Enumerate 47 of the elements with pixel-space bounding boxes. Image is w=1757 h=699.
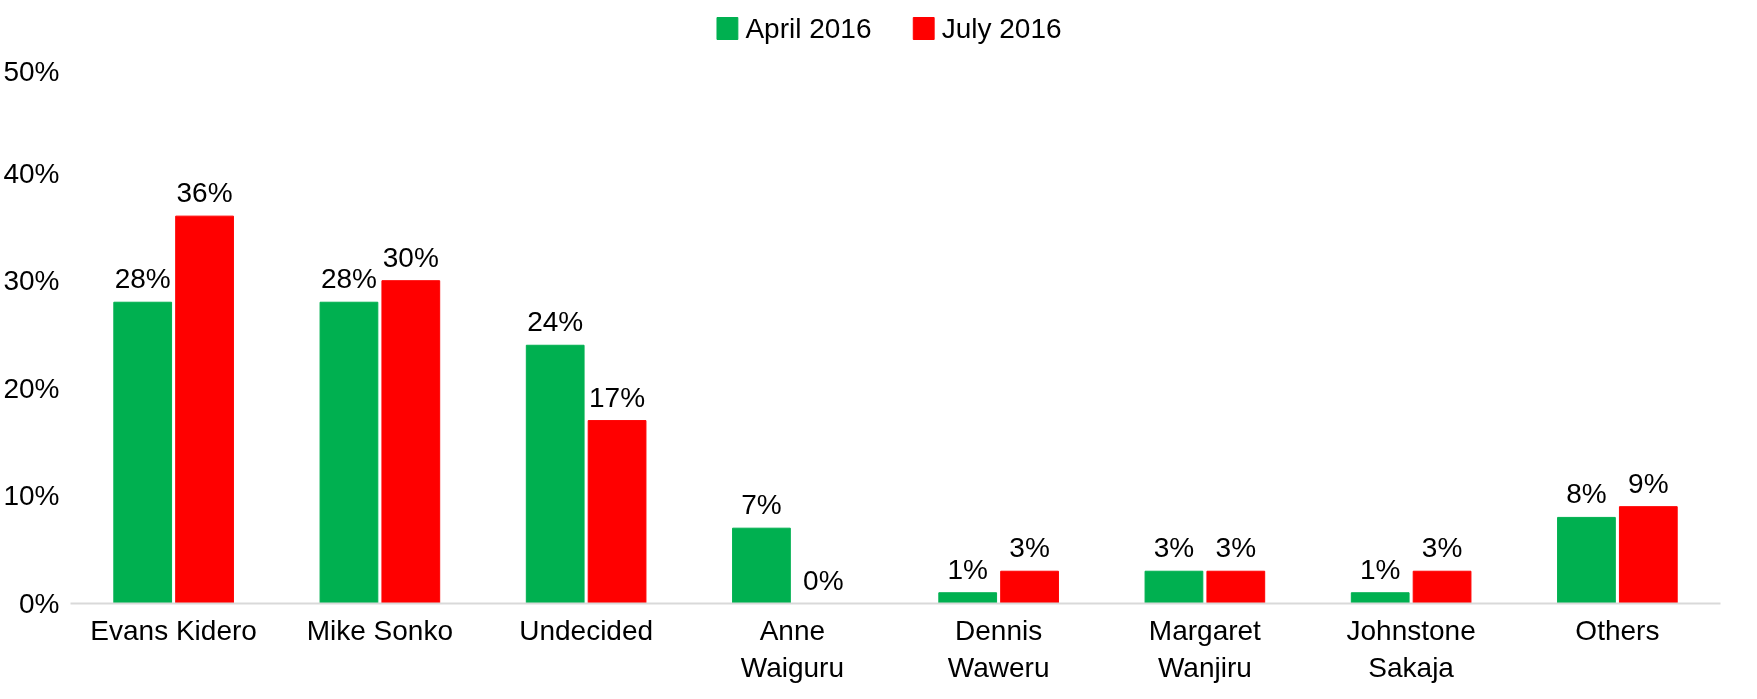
- y-tick-label: 20%: [3, 372, 60, 404]
- bar: [1412, 570, 1472, 604]
- data-label: 3%: [1215, 532, 1257, 564]
- x-tick-label: Mike Sonko: [306, 614, 454, 646]
- data-label: 1%: [1359, 553, 1401, 585]
- bar: [732, 527, 791, 604]
- bar: [525, 344, 585, 604]
- data-label: 9%: [1628, 467, 1669, 499]
- x-tick-label: Dennis Waweru: [947, 614, 1050, 683]
- bar: [1206, 570, 1266, 604]
- y-tick-label: 40%: [3, 157, 60, 189]
- bar: [175, 215, 234, 604]
- legend-label: April 2016: [745, 13, 872, 44]
- legend-label: July 2016: [941, 13, 1062, 44]
- data-label: 17%: [589, 381, 646, 413]
- y-tick-label: 30%: [3, 265, 60, 297]
- data-label: 36%: [176, 177, 233, 209]
- bar: [1557, 516, 1616, 604]
- bar: [1350, 592, 1410, 604]
- data-label: 3%: [1421, 532, 1463, 564]
- data-label: 1%: [947, 553, 988, 585]
- data-label: 28%: [320, 263, 377, 295]
- data-label: 3%: [1009, 532, 1050, 564]
- data-label: 7%: [741, 489, 782, 521]
- y-tick-label: 10%: [3, 480, 60, 512]
- data-label: 28%: [114, 263, 171, 295]
- data-label: 3%: [1153, 532, 1195, 564]
- x-tick-label: Margaret Wanjiru: [1148, 614, 1262, 683]
- x-tick-label: Johnstone Sakaja: [1346, 614, 1476, 683]
- data-label: 0%: [803, 564, 844, 596]
- y-tick-label: 0%: [19, 588, 60, 619]
- bar: [113, 301, 173, 604]
- bar: [1144, 570, 1204, 604]
- x-tick-label: Evans Kidero: [90, 614, 257, 646]
- x-tick-label: Others: [1575, 614, 1660, 646]
- y-tick-label: 50%: [3, 55, 60, 87]
- bar: [1000, 570, 1059, 604]
- x-tick-label: Undecided: [519, 614, 654, 646]
- data-label: 24%: [527, 306, 584, 338]
- bar: [938, 592, 998, 604]
- bar: [381, 280, 441, 604]
- data-label: 8%: [1566, 478, 1607, 510]
- bar: [1618, 506, 1678, 604]
- data-label: 30%: [382, 241, 439, 273]
- bar: [587, 420, 647, 604]
- bar: [319, 301, 379, 604]
- x-tick-label: Anne Waiguru: [740, 614, 844, 683]
